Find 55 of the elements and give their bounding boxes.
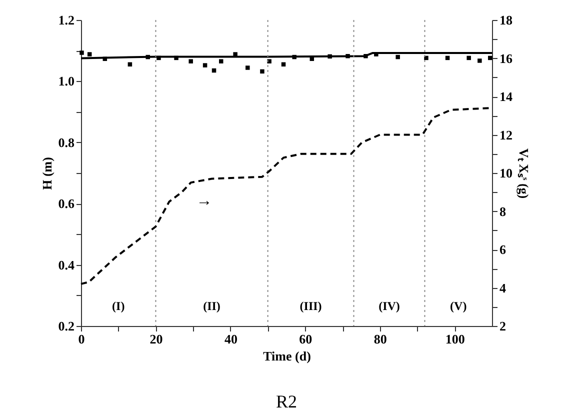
y2-tick-label: 8 xyxy=(500,204,506,219)
point xyxy=(233,52,238,56)
point xyxy=(246,66,250,70)
y2-tick-label: 14 xyxy=(500,89,513,104)
point xyxy=(488,56,492,60)
point xyxy=(80,50,84,55)
y-tick-label: 0.4 xyxy=(58,257,75,272)
x-tick-label: 40 xyxy=(224,332,238,346)
point xyxy=(466,56,471,60)
x-tick-label: 100 xyxy=(445,332,465,346)
annotation: (IV) xyxy=(378,299,400,313)
point xyxy=(188,59,193,64)
y2-tick-label: 16 xyxy=(500,50,513,66)
annotation: (II) xyxy=(203,299,220,313)
y2-tick-label: 4 xyxy=(500,280,506,296)
point xyxy=(424,56,428,60)
x-tick-label: 20 xyxy=(150,332,163,346)
y-tick-label: 0.6 xyxy=(58,196,75,212)
y2-tick-label: 2 xyxy=(500,318,506,334)
point xyxy=(328,54,332,59)
y2-tick-label: 10 xyxy=(500,166,512,180)
annotation: → xyxy=(196,192,212,210)
annotation: (I) xyxy=(112,299,125,313)
annotation: (III) xyxy=(300,299,322,313)
point xyxy=(364,54,368,58)
point xyxy=(218,59,224,64)
point xyxy=(156,56,161,60)
point xyxy=(478,58,482,63)
point xyxy=(87,52,92,56)
y2-tick-label: 12 xyxy=(500,127,512,142)
y2-axis-title: Vₜ Xₛˢ (g) xyxy=(516,148,532,199)
y-tick-label: 0.2 xyxy=(58,318,74,334)
point xyxy=(128,62,132,66)
x-axis-title: Time (d) xyxy=(263,348,311,364)
x-tick-label: 0 xyxy=(78,332,85,346)
point xyxy=(102,56,108,61)
point xyxy=(174,56,178,60)
y2-tick-label: 18 xyxy=(500,12,513,28)
point xyxy=(396,54,400,60)
y-axis-title: H (m) xyxy=(39,157,54,190)
text: R2 xyxy=(276,392,298,412)
point xyxy=(267,59,272,64)
y-tick-label: 1.0 xyxy=(58,74,74,89)
x-tick-label: 60 xyxy=(299,332,312,346)
y2-tick-label: 6 xyxy=(500,242,506,257)
point xyxy=(260,69,264,74)
point xyxy=(346,54,350,58)
point xyxy=(292,54,296,60)
annotation: (V) xyxy=(450,299,467,313)
point xyxy=(310,56,314,61)
x-tick-label: 80 xyxy=(374,332,387,346)
y-tick-label: 1.2 xyxy=(58,12,74,28)
y-tick-label: 0.8 xyxy=(58,134,75,150)
point xyxy=(281,62,286,66)
point xyxy=(202,63,208,68)
